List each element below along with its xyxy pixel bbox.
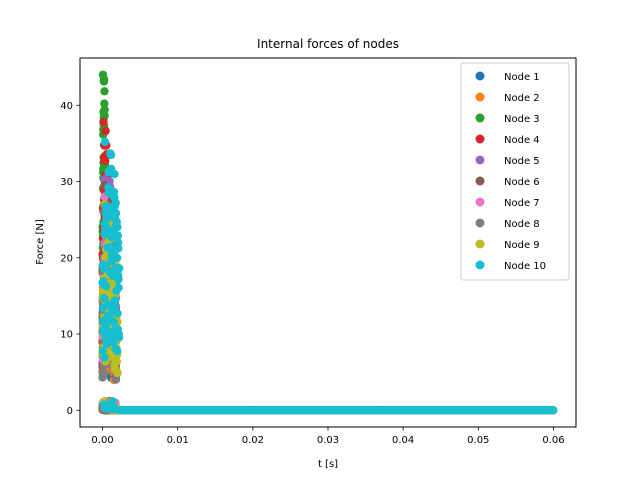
data-point [111,198,120,208]
legend: Node 1 Node 2 Node 3 Node 4 Node 5 Node 6 Node… [460,62,570,281]
data-point [114,244,123,253]
y-tick-label: 20 [60,253,73,264]
legend-label: Node 4 [504,135,540,146]
legend-marker [475,197,485,207]
legend-label: Node 8 [504,219,540,230]
data-point [100,87,109,96]
data-point [113,231,123,240]
data-point [112,253,122,263]
data-point [111,375,121,384]
data-point [548,406,558,415]
x-axis: 0.00 0.01 0.02 0.03 0.04 0.05 0.06 [91,427,565,446]
data-point [101,222,111,231]
data-point [100,99,109,108]
legend-marker [475,176,485,186]
data-point [111,209,121,218]
legend-marker [475,134,485,144]
legend-label: Node 6 [504,177,540,188]
legend-marker [475,218,485,228]
legend-marker [475,260,485,270]
x-tick-label: 0.03 [317,435,339,446]
legend-marker [475,113,485,123]
data-point [105,209,115,219]
data-point [100,137,110,147]
data-point [110,296,120,305]
legend-label: Node 2 [504,93,540,104]
data-point [112,357,122,366]
data-point [100,111,109,120]
legend-marker [475,71,485,81]
x-tick-label: 0.02 [242,435,264,446]
data-point [110,302,119,312]
legend-label: Node 9 [504,240,540,251]
y-tick-label: 0 [67,406,73,417]
chart-title: Internal forces of nodes [257,37,399,51]
y-tick-label: 30 [60,177,73,188]
legend-label: Node 7 [504,198,540,209]
plot-points [98,70,558,415]
data-point [98,346,108,355]
legend-label: Node 10 [504,261,546,272]
legend-label: Node 5 [504,156,540,167]
x-tick-label: 0.04 [392,435,414,446]
data-point [102,282,111,291]
data-point [100,105,109,114]
x-tick-label: 0.00 [91,435,113,446]
data-point [113,368,122,378]
data-point [113,346,122,356]
data-point [101,262,110,271]
data-point [110,169,119,179]
legend-label: Node 1 [504,72,540,83]
y-axis: 0 10 20 30 40 [60,101,80,417]
legend-marker [475,239,485,249]
series-10 [98,137,558,415]
data-point [108,397,118,406]
x-axis-label: t [s] [318,459,338,470]
data-point [114,283,123,292]
data-point [114,264,124,273]
data-point [114,333,124,342]
data-point [100,353,109,362]
x-tick-label: 0.05 [467,435,489,446]
data-point [106,150,116,160]
data-point [99,75,109,84]
legend-label: Node 3 [504,114,540,125]
legend-marker [475,92,485,102]
data-point [113,309,122,318]
x-tick-label: 0.06 [542,435,564,446]
y-tick-label: 10 [60,330,73,341]
data-point [99,368,109,377]
x-tick-label: 0.01 [167,435,189,446]
y-axis-label: Force [N] [35,219,46,265]
data-point [114,275,123,284]
legend-box [460,62,570,281]
y-tick-label: 40 [60,101,73,112]
data-point [101,404,110,414]
data-point [113,222,122,232]
data-point [99,117,108,127]
legend-marker [475,155,485,165]
data-point [101,126,110,136]
data-point [109,318,119,327]
data-point [100,294,109,303]
